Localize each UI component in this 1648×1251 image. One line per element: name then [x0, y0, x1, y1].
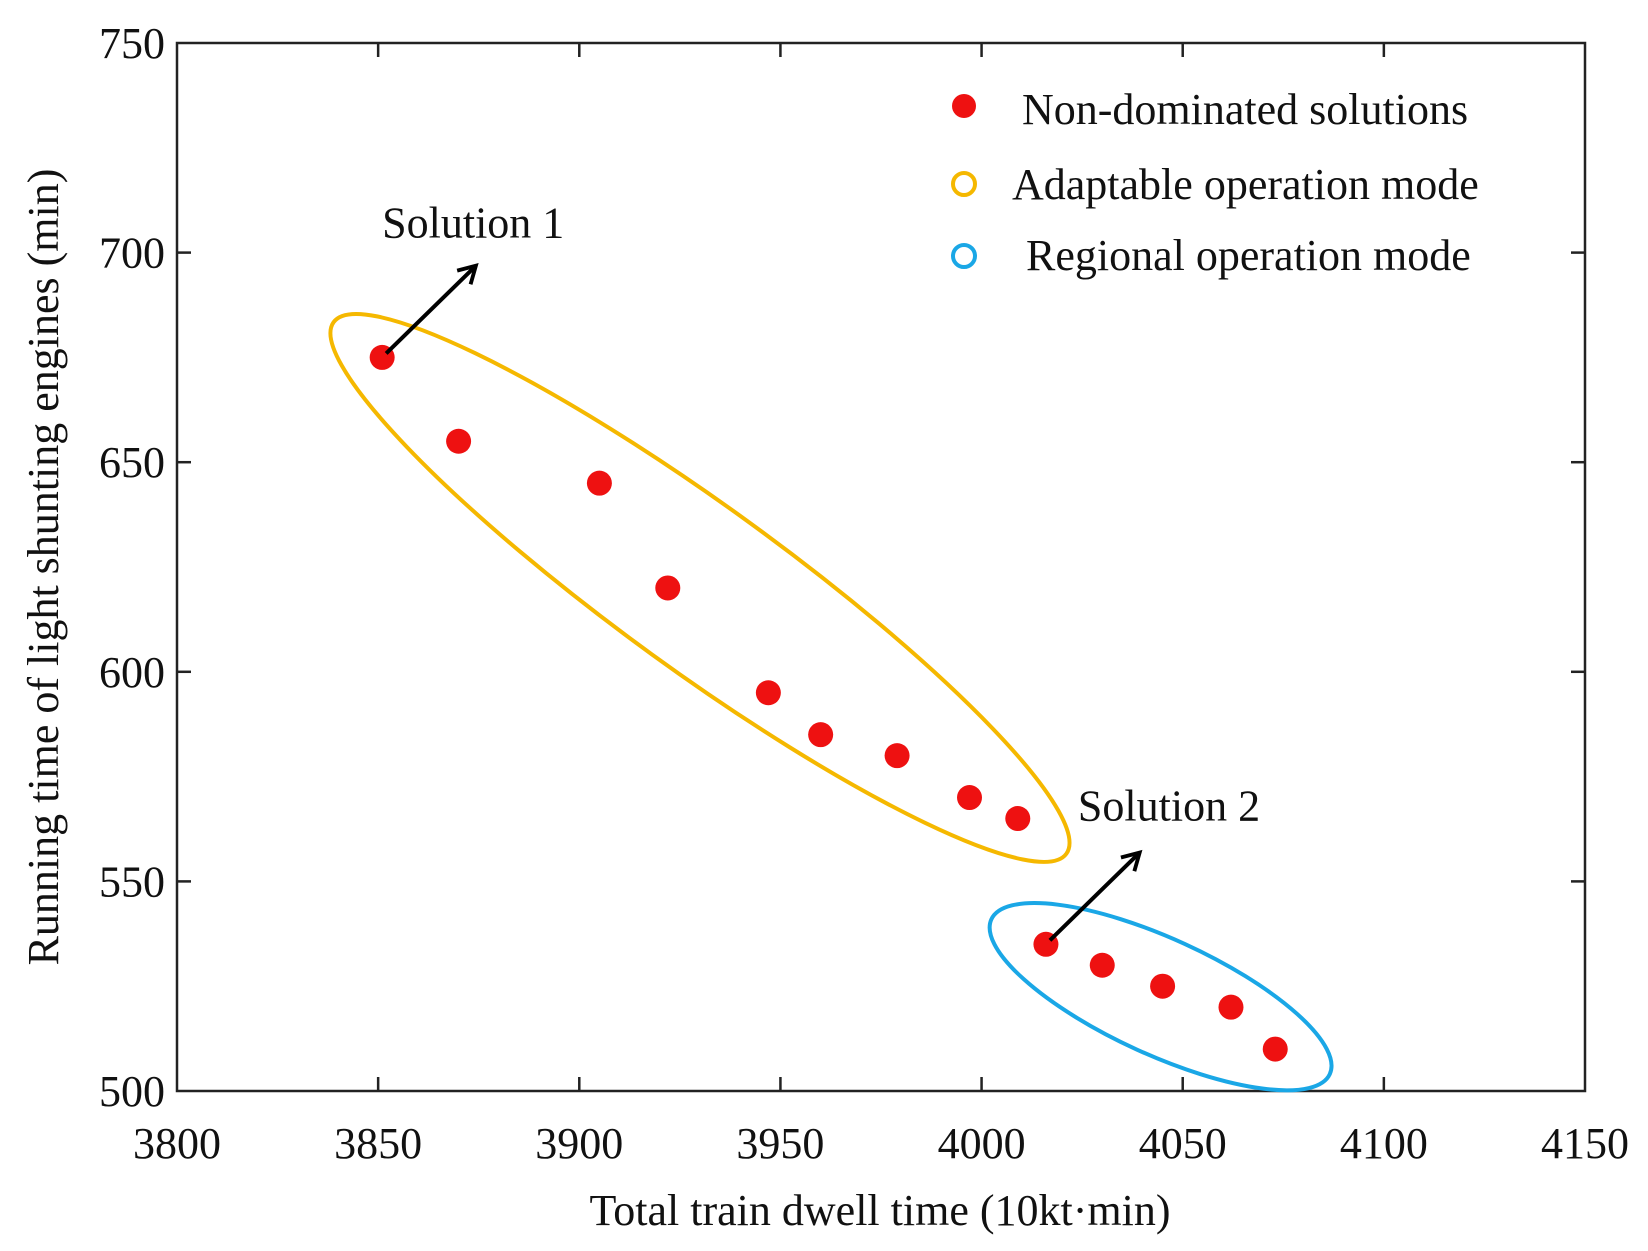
- y-tick-label: 600: [99, 648, 165, 697]
- regional-mode-ellipse: [987, 901, 1334, 1093]
- x-tick-label: 4100: [1340, 1119, 1428, 1168]
- y-tick-label: 500: [99, 1067, 165, 1116]
- legend-marker-non-dominated: [952, 94, 976, 118]
- x-tick-label: 3950: [736, 1119, 824, 1168]
- y-axis-title: Running time of light shunting engines (…: [19, 169, 68, 966]
- x-tick-label: 3850: [334, 1119, 422, 1168]
- data-point: [1262, 1036, 1288, 1062]
- plot-frame: [175, 41, 1587, 1093]
- x-tick-label: 4050: [1139, 1119, 1227, 1168]
- data-point: [884, 743, 910, 769]
- data-point: [1150, 973, 1176, 999]
- data-point: [446, 428, 472, 454]
- solution-1-arrow: [384, 263, 479, 355]
- data-point: [655, 575, 681, 601]
- x-tick-label: 4150: [1541, 1119, 1629, 1168]
- solution-2-arrow: [1048, 849, 1143, 942]
- solution-2-label: Solution 2: [1078, 781, 1260, 830]
- legend-label-regional: Regional operation mode: [1026, 231, 1471, 280]
- y-tick-label: 750: [99, 19, 165, 68]
- data-points: [369, 344, 1288, 1062]
- x-tick-label: 3900: [535, 1119, 623, 1168]
- x-tick-label: 3800: [133, 1119, 221, 1168]
- x-axis-title: Total train dwell time (10kt·min): [589, 1186, 1170, 1235]
- data-point: [808, 722, 834, 748]
- y-tick-label: 700: [99, 229, 165, 278]
- data-point: [1218, 994, 1244, 1020]
- x-tick-label: 4000: [938, 1119, 1026, 1168]
- solution-1-label: Solution 1: [382, 198, 564, 247]
- legend: Non-dominated solutions Adaptable operat…: [951, 85, 1479, 280]
- y-tick-label: 650: [99, 438, 165, 487]
- legend-marker-regional: [951, 243, 977, 269]
- data-point: [957, 785, 983, 811]
- data-point: [586, 470, 612, 496]
- data-point: [1005, 806, 1031, 832]
- legend-marker-adaptable: [951, 171, 977, 197]
- y-tick-label: 550: [99, 857, 165, 906]
- data-point: [755, 680, 781, 706]
- adaptable-mode-ellipse: [328, 312, 1072, 864]
- legend-label-adaptable: Adaptable operation mode: [1012, 160, 1479, 209]
- legend-label-non-dominated: Non-dominated solutions: [1022, 85, 1468, 134]
- data-point: [1089, 952, 1115, 978]
